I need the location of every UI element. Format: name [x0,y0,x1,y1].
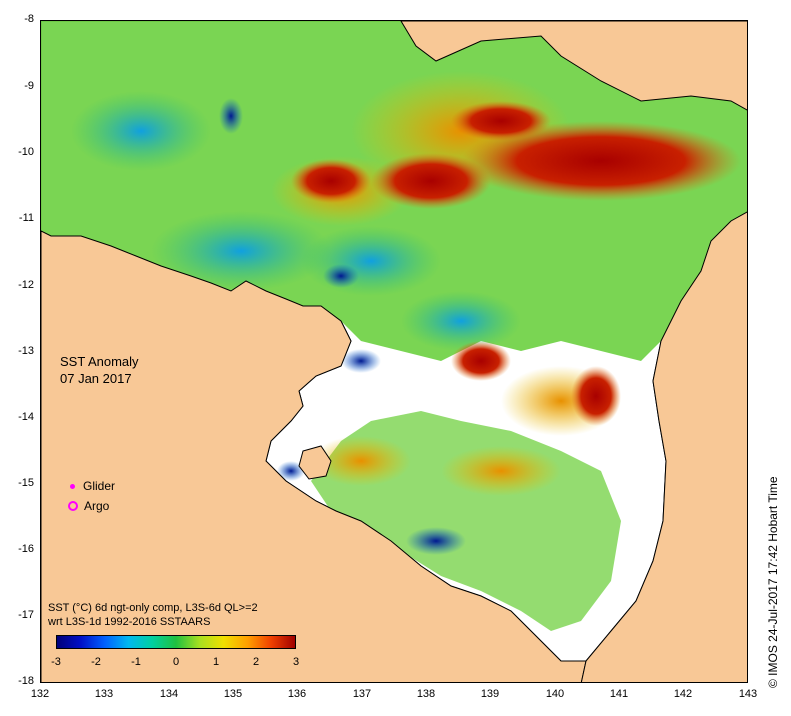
hot-patch [451,101,551,141]
y-tick: -12 [18,279,34,291]
colorbar-tick: 1 [212,656,220,668]
cold-patch [406,527,466,555]
cold-patch [277,461,305,481]
cold-patch [323,264,359,288]
x-tick: 136 [287,688,307,700]
cold-patch [341,349,381,373]
caption-line-2: wrt L3S-1d 1992-2016 SSTAARS [48,616,211,628]
colorbar-tick: -3 [51,656,61,668]
y-tick: -18 [18,675,34,687]
cool-patch [301,226,441,296]
data-caption: SST (°C) 6d ngt-only comp, L3S-6d QL>=2 … [48,601,258,629]
title-text: SST Anomaly [60,354,139,369]
warm-patch [441,446,561,496]
colorbar-tick: 3 [292,656,300,668]
cool-patch [71,91,211,171]
colorbar-tick: 2 [252,656,260,668]
hot-patch [571,366,621,426]
caption-line-1: SST (°C) 6d ngt-only comp, L3S-6d QL>=2 [48,602,258,614]
map-canvas [41,21,747,682]
cape-york [580,211,747,682]
y-tick: -11 [18,212,34,224]
glider-label: Glider [83,479,116,493]
y-tick: -14 [18,411,34,423]
map-title: SST Anomaly 07 Jan 2017 [60,353,139,387]
cool-patch [401,291,521,351]
cold-patch [219,98,243,134]
colorbar-tick: 0 [172,656,180,668]
y-tick: -8 [24,13,34,25]
x-tick: 143 [738,688,758,700]
argo-marker-icon [68,501,78,511]
cool-patch [151,211,331,291]
y-tick: -9 [24,80,34,92]
x-tick: 132 [30,688,50,700]
x-tick: 138 [416,688,436,700]
x-tick: 141 [609,688,629,700]
x-tick: 135 [223,688,243,700]
colorbar [56,635,296,649]
legend-argo: Argo [68,496,115,516]
hot-patch [451,341,511,381]
x-tick: 140 [545,688,565,700]
legend-glider: Glider [68,476,115,496]
colorbar-tick: -2 [91,656,101,668]
y-tick: -10 [18,146,34,158]
marker-legend: Glider Argo [68,476,115,516]
warm-patch [311,436,411,486]
x-tick: 139 [480,688,500,700]
hot-patch [371,153,491,209]
x-tick: 133 [94,688,114,700]
y-tick: -15 [18,477,34,489]
argo-label: Argo [84,499,110,513]
x-tick: 134 [159,688,179,700]
x-tick: 142 [673,688,693,700]
y-tick: -13 [18,345,34,357]
hot-patch [291,159,371,203]
glider-marker-icon [70,483,75,489]
y-tick: -17 [18,609,34,621]
sst-map [40,20,748,683]
hot-patch [461,121,741,201]
date-text: 07 Jan 2017 [60,371,132,386]
arnhem-land [41,230,587,682]
credit-timestamp: © IMOS 24-Jul-2017 17:42 Hobart Time [766,476,780,688]
groote-island [298,445,332,480]
new-guinea-coast [400,21,747,111]
colorbar-tick: -1 [131,656,141,668]
y-tick: -16 [18,543,34,555]
x-tick: 137 [352,688,372,700]
